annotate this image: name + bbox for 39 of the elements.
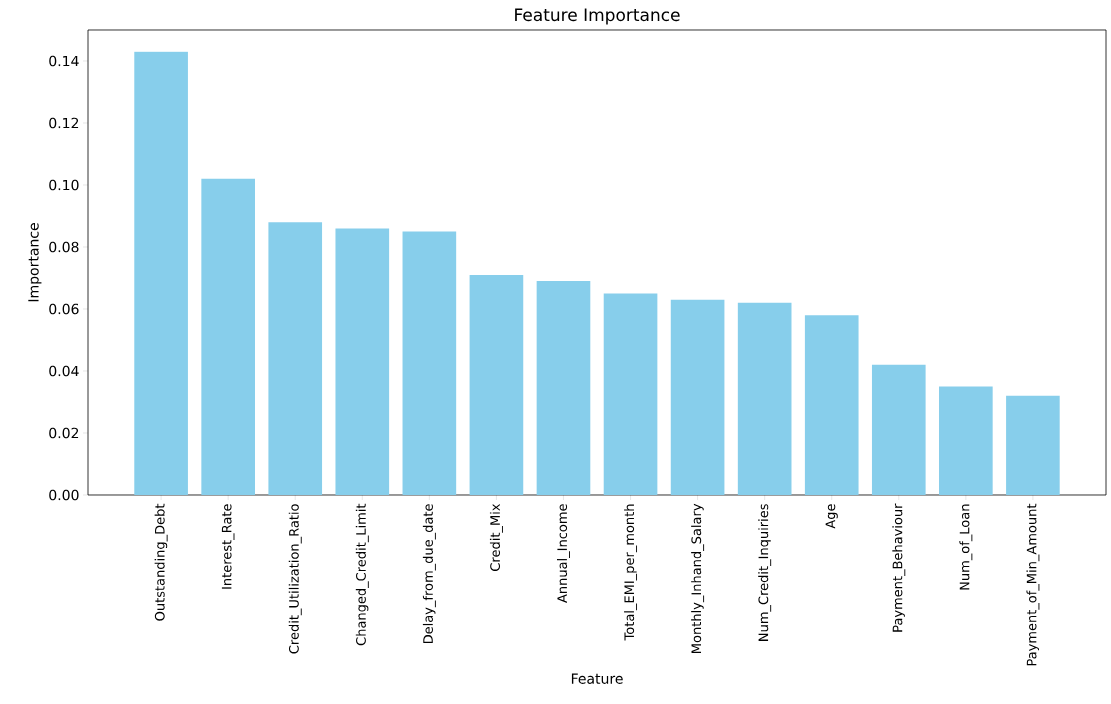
x-tick-label: Age — [825, 504, 838, 529]
x-tick-label: Delay_from_due_date — [422, 504, 436, 644]
y-tick-label: 0.10 — [49, 179, 79, 191]
x-tick-label: Annual_Income — [557, 504, 570, 603]
bar — [134, 51, 188, 495]
x-tick-label: Payment_Behaviour — [892, 503, 906, 632]
bar — [201, 178, 255, 495]
y-tick-label: 0.12 — [49, 117, 79, 129]
bar — [603, 293, 658, 495]
y-tick-label: 0.04 — [49, 365, 79, 377]
x-tick-label: Monthly_Inhand_Salary — [691, 503, 705, 653]
bar — [536, 281, 591, 495]
x-tick-label: Num_Credit_Inquiries — [758, 504, 772, 641]
bar — [469, 274, 524, 495]
y-tick-label: 0.08 — [49, 241, 79, 253]
y-tick-label: 0.00 — [49, 489, 79, 501]
x-tick-label: Total_EMI_per_month — [624, 504, 638, 641]
bar — [737, 302, 792, 495]
x-tick-label: Interest_Rate — [221, 504, 235, 589]
bar — [939, 386, 993, 495]
x-tick-label: Payment_of_Min_Amount — [1026, 503, 1040, 666]
y-tick-label: 0.06 — [49, 303, 79, 315]
bar — [1006, 395, 1060, 495]
x-tick-label: Outstanding_Debt — [154, 503, 168, 621]
x-tick-label: Credit_Utilization_Ratio — [288, 504, 302, 654]
bar — [804, 315, 859, 495]
bar — [871, 364, 926, 495]
y-axis-title: Importance — [28, 223, 42, 302]
x-tick-label: Credit_Mix — [489, 503, 503, 571]
y-tick-label: 0.02 — [49, 427, 79, 439]
bar — [402, 231, 457, 495]
bar — [670, 299, 725, 495]
x-tick-label: Changed_Credit_Limit — [355, 503, 369, 646]
bar — [268, 222, 323, 495]
bar — [335, 228, 390, 495]
x-axis-title: Feature — [571, 673, 623, 684]
chart-title: Feature Importance — [515, 8, 680, 25]
y-tick-label: 0.14 — [49, 55, 79, 67]
x-tick-label: Num_of_Loan — [959, 504, 973, 590]
